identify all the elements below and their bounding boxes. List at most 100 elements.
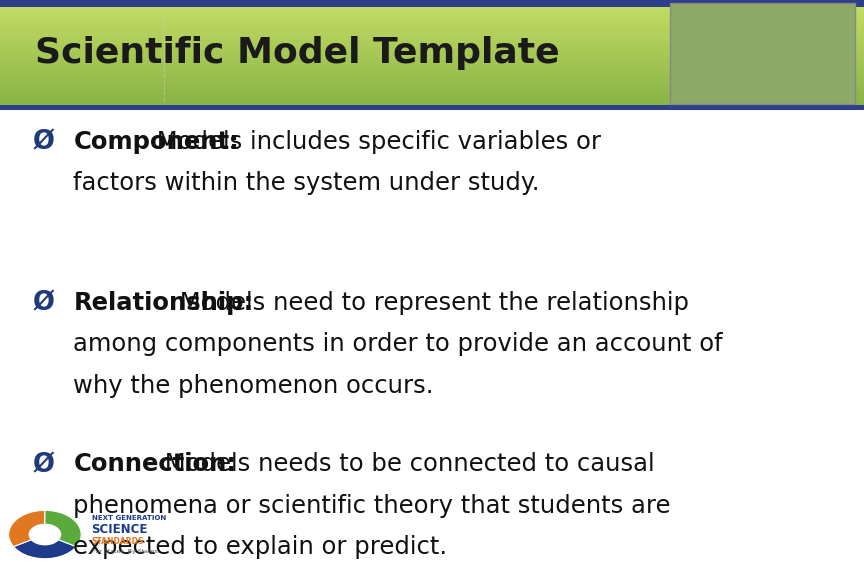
Bar xyxy=(0,18,864,20)
Bar xyxy=(0,28,864,29)
Text: SCIENCE: SCIENCE xyxy=(92,524,148,536)
Bar xyxy=(0,73,864,75)
Bar xyxy=(0,84,864,85)
Bar xyxy=(0,94,864,96)
Bar xyxy=(0,81,864,82)
Wedge shape xyxy=(9,510,45,547)
Bar xyxy=(0,57,864,59)
Text: Models needs to be connected to causal: Models needs to be connected to causal xyxy=(157,452,655,476)
Bar xyxy=(0,39,864,40)
Bar xyxy=(0,31,864,32)
Bar xyxy=(0,107,864,576)
Bar xyxy=(0,14,864,16)
Text: Models includes specific variables or: Models includes specific variables or xyxy=(149,130,601,154)
Bar xyxy=(0,64,864,65)
Bar xyxy=(0,7,864,8)
Bar xyxy=(0,1,864,3)
Bar xyxy=(0,0,864,1)
Bar xyxy=(0,44,864,46)
Bar xyxy=(0,36,864,37)
Bar xyxy=(0,43,864,44)
Bar xyxy=(0,105,864,107)
Bar xyxy=(0,61,864,63)
Bar xyxy=(0,86,864,88)
Bar xyxy=(0,41,864,43)
Bar xyxy=(0,12,864,13)
Bar xyxy=(0,104,864,105)
Bar xyxy=(0,4,864,5)
Bar xyxy=(0,68,864,69)
Bar xyxy=(0,65,864,67)
Bar xyxy=(0,51,864,52)
Bar xyxy=(0,60,864,61)
Bar xyxy=(0,63,864,64)
Bar xyxy=(0,3,864,4)
Circle shape xyxy=(29,524,61,545)
Text: expected to explain or predict.: expected to explain or predict. xyxy=(73,535,448,559)
Bar xyxy=(0,35,864,36)
Wedge shape xyxy=(14,535,76,559)
Text: factors within the system under study.: factors within the system under study. xyxy=(73,171,540,195)
Bar xyxy=(0,93,864,94)
Bar xyxy=(0,75,864,76)
Bar xyxy=(0,85,864,86)
Bar xyxy=(0,24,864,25)
Bar xyxy=(0,5,864,7)
Bar xyxy=(0,9,864,11)
Text: Component:: Component: xyxy=(73,130,239,154)
Bar xyxy=(0,72,864,73)
Bar xyxy=(0,98,864,100)
Bar xyxy=(0,37,864,39)
Bar xyxy=(0,55,864,56)
Bar xyxy=(0,25,864,26)
Bar xyxy=(0,50,864,51)
Text: STANDARDS: STANDARDS xyxy=(92,537,144,546)
Bar xyxy=(0,97,864,98)
Bar xyxy=(0,0,864,7)
Bar xyxy=(0,96,864,97)
Text: Models need to represent the relationship: Models need to represent the relationshi… xyxy=(172,291,689,315)
Bar xyxy=(0,8,864,9)
Bar xyxy=(0,59,864,60)
Bar xyxy=(0,78,864,80)
Text: Ø: Ø xyxy=(33,130,54,156)
Bar xyxy=(0,46,864,47)
Text: phenomena or scientific theory that students are: phenomena or scientific theory that stud… xyxy=(73,494,671,518)
Bar xyxy=(0,16,864,17)
Bar xyxy=(0,88,864,89)
Bar xyxy=(0,76,864,77)
Text: For States. By States.: For States. By States. xyxy=(92,550,159,554)
Bar xyxy=(0,90,864,92)
Bar xyxy=(0,20,864,21)
Bar xyxy=(0,13,864,14)
Bar xyxy=(0,69,864,71)
Bar xyxy=(0,71,864,72)
Wedge shape xyxy=(45,510,81,547)
Bar xyxy=(0,48,864,50)
Bar xyxy=(0,56,864,57)
Text: among components in order to provide an account of: among components in order to provide an … xyxy=(73,332,723,357)
Text: why the phenomenon occurs.: why the phenomenon occurs. xyxy=(73,374,434,398)
Bar xyxy=(0,32,864,33)
Text: NEXT GENERATION: NEXT GENERATION xyxy=(92,516,166,521)
Text: Scientific Model Template: Scientific Model Template xyxy=(35,36,559,70)
Bar xyxy=(0,101,864,103)
Bar xyxy=(0,33,864,35)
Bar xyxy=(0,52,864,54)
Bar xyxy=(0,105,864,110)
Bar xyxy=(0,67,864,68)
Bar xyxy=(0,11,864,12)
Bar xyxy=(0,82,864,84)
Bar xyxy=(0,103,864,104)
Bar xyxy=(0,80,864,81)
Bar xyxy=(0,77,864,78)
FancyBboxPatch shape xyxy=(670,3,855,104)
Bar xyxy=(0,26,864,28)
Text: Relationship:: Relationship: xyxy=(73,291,254,315)
Bar xyxy=(0,100,864,101)
Bar xyxy=(0,17,864,18)
Text: Ø: Ø xyxy=(33,452,54,478)
Bar xyxy=(0,92,864,93)
Text: Connection:: Connection: xyxy=(73,452,237,476)
Bar xyxy=(0,89,864,90)
